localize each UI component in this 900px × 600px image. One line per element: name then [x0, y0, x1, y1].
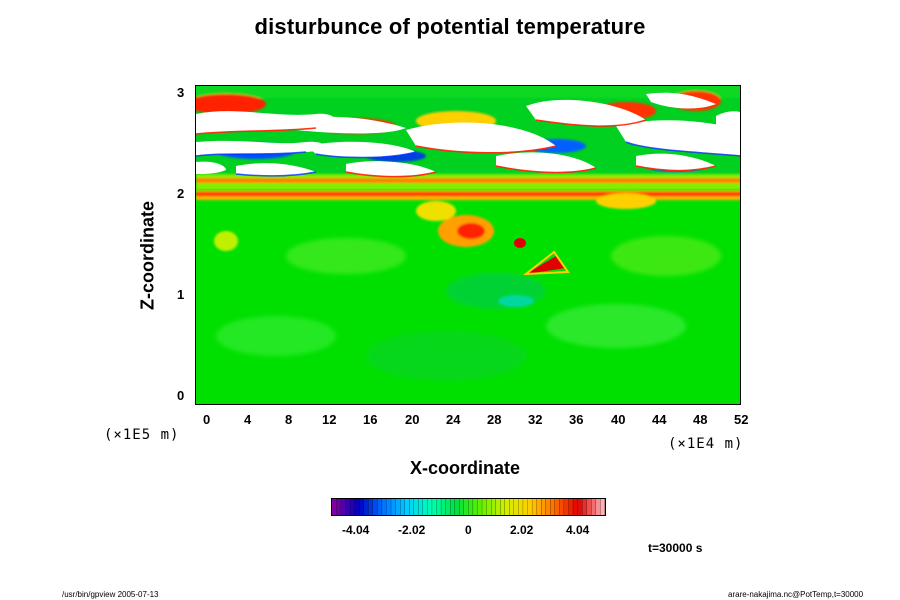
- colorbar-segment: [509, 499, 515, 515]
- colorbar-segment: [532, 499, 538, 515]
- colorbar-segment: [391, 499, 397, 515]
- colorbar-segment: [432, 499, 438, 515]
- colorbar-segment: [518, 499, 524, 515]
- colorbar-segment: [368, 499, 374, 515]
- colorbar-segment: [500, 499, 506, 515]
- colorbar-tick-label: 2.02: [510, 523, 534, 537]
- x-tick-label: 52: [734, 412, 749, 427]
- plot-area: [195, 85, 741, 405]
- colorbar-tick-label: 0: [465, 523, 472, 537]
- x-tick-label: 4: [244, 412, 252, 427]
- colorbar-segment: [559, 499, 565, 515]
- colorbar-segment: [586, 499, 592, 515]
- colorbar-segment: [341, 499, 347, 515]
- colorbar-segment: [345, 499, 351, 515]
- colorbar-segment: [554, 499, 560, 515]
- colorbar-segment: [372, 499, 378, 515]
- x-tick-label: 24: [446, 412, 461, 427]
- colorbar-segment: [591, 499, 597, 515]
- colorbar-segment: [595, 499, 601, 515]
- colorbar-segment: [395, 499, 401, 515]
- colorbar-segment: [550, 499, 556, 515]
- colorbar-segment: [445, 499, 451, 515]
- colorbar-segment: [582, 499, 588, 515]
- colorbar-segment: [359, 499, 365, 515]
- colorbar-segment: [477, 499, 483, 515]
- colorbar-segment: [441, 499, 447, 515]
- time-annotation: t=30000 s: [648, 541, 703, 555]
- colorbar-segment: [577, 499, 583, 515]
- colorbar-segment: [413, 499, 419, 515]
- colorbar-segment: [436, 499, 442, 515]
- colorbar-segment: [545, 499, 551, 515]
- colorbar-segment: [404, 499, 410, 515]
- y-axis-unit: (×1E5 m): [104, 427, 180, 443]
- colorbar-segment: [350, 499, 356, 515]
- x-tick-label: 16: [363, 412, 378, 427]
- x-tick-label: 28: [487, 412, 502, 427]
- colorbar-segment: [482, 499, 488, 515]
- colorbar-segment: [450, 499, 456, 515]
- colorbar-segment: [332, 499, 338, 515]
- x-tick-label: 32: [528, 412, 543, 427]
- colorbar-segment: [468, 499, 474, 515]
- colorbar-segment: [473, 499, 479, 515]
- y-tick-label: 2: [177, 186, 185, 201]
- x-tick-label: 8: [285, 412, 293, 427]
- x-tick-label: 20: [405, 412, 420, 427]
- colorbar-segment: [354, 499, 360, 515]
- colorbar-segment: [523, 499, 529, 515]
- y-tick-label: 1: [177, 287, 185, 302]
- x-tick-label: 12: [322, 412, 337, 427]
- colorbar-segment: [459, 499, 465, 515]
- x-tick-label: 44: [652, 412, 667, 427]
- colorbar-segment: [463, 499, 469, 515]
- colorbar-segment: [400, 499, 406, 515]
- colorbar-segment: [418, 499, 424, 515]
- colorbar-segment: [486, 499, 492, 515]
- colorbar-segment: [454, 499, 460, 515]
- colorbar-segment: [495, 499, 501, 515]
- colorbar-segment: [386, 499, 392, 515]
- colorbar-gradient: [332, 499, 606, 515]
- colorbar-segment: [427, 499, 433, 515]
- y-axis-label: Z-coordinate: [137, 201, 158, 311]
- colorbar-tick-label: -4.04: [342, 523, 370, 537]
- colorbar-segment: [409, 499, 415, 515]
- colorbar-segment: [568, 499, 574, 515]
- colorbar-segment: [573, 499, 579, 515]
- x-axis-unit: (×1E4 m): [668, 436, 744, 452]
- colorbar-segment: [336, 499, 342, 515]
- colorbar-tick-label: 4.04: [566, 523, 590, 537]
- colorbar-segment: [423, 499, 429, 515]
- colorbar-segment: [527, 499, 533, 515]
- y-tick-label: 3: [177, 85, 185, 100]
- colorbar-segment: [504, 499, 510, 515]
- x-tick-label: 48: [693, 412, 708, 427]
- footer-right: arare-nakajima.nc@PotTemp,t=30000: [728, 590, 864, 599]
- colorbar-segment: [514, 499, 520, 515]
- footer-left: /usr/bin/gpview 2005-07-13: [62, 590, 159, 599]
- colorbar: [331, 498, 606, 516]
- heatmap-field: [196, 86, 740, 404]
- x-axis-label: X-coordinate: [409, 458, 520, 478]
- colorbar-segment: [541, 499, 547, 515]
- colorbar-segment: [600, 499, 606, 515]
- chart-title: disturbunce of potential temperature: [254, 14, 646, 39]
- colorbar-segment: [377, 499, 383, 515]
- colorbar-segment: [491, 499, 497, 515]
- colorbar-segment: [564, 499, 570, 515]
- x-tick-label: 40: [611, 412, 626, 427]
- colorbar-tick-label: -2.02: [398, 523, 426, 537]
- y-tick-label: 0: [177, 388, 185, 403]
- colorbar-segment: [536, 499, 542, 515]
- x-tick-label: 0: [203, 412, 211, 427]
- colorbar-segment: [382, 499, 388, 515]
- x-tick-label: 36: [569, 412, 584, 427]
- colorbar-segment: [363, 499, 369, 515]
